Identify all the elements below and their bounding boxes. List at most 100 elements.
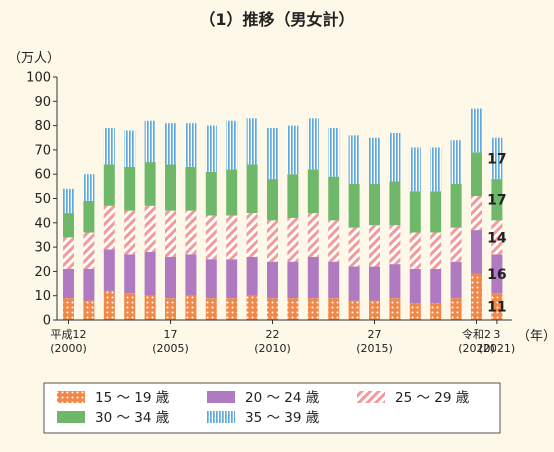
legend-label-s35_39: 35 ～ 39 歳 [245, 410, 320, 426]
bar-segment-s30_34 [430, 191, 442, 233]
bar-segment-s25_29 [287, 217, 299, 262]
bar-segment-s15_19 [287, 298, 299, 320]
bar-segment-s15_19 [226, 298, 238, 320]
bar-segment-s20_24 [165, 256, 176, 299]
bar-segment-s20_24 [267, 261, 278, 299]
data-label-s25_29: 14 [487, 230, 507, 246]
legend-label-s25_29: 25 ～ 29 歳 [395, 390, 470, 406]
bar-segment-s25_29 [267, 220, 278, 262]
bar-segment-s20_24 [389, 264, 401, 299]
bar-segment-s25_29 [430, 232, 442, 269]
data-labels: 11 16 14 17 17 [487, 151, 507, 315]
bar-segment-s15_19 [409, 302, 421, 320]
bar-segment-s20_24 [205, 259, 217, 299]
y-axis: 0 10 20 30 40 50 60 70 80 90 100 [26, 71, 58, 329]
bar-segment-s25_29 [471, 196, 482, 231]
bar-segment-s20_24 [450, 261, 462, 299]
x-tick-label: (2015) [356, 342, 393, 355]
bar-segment-s15_19 [185, 295, 197, 320]
bar-segment-s30_34 [369, 183, 380, 226]
bar-segment-s25_29 [83, 232, 95, 269]
bar-segment-s25_29 [491, 220, 503, 255]
bar-segment-s25_29 [246, 213, 258, 257]
legend-swatch-s15_19 [57, 391, 85, 403]
bar-segment-s35_39 [165, 123, 176, 165]
x-tick-label: (2020) [458, 342, 495, 355]
bar-segment-s15_19 [369, 300, 380, 320]
bar-segment-s15_19 [267, 298, 278, 320]
x-tick-label: (2000) [50, 342, 87, 355]
bar-segment-s15_19 [430, 302, 442, 320]
y-tick-label: 80 [34, 119, 51, 134]
bar-segment-s20_24 [63, 268, 74, 299]
bar-segment-s25_29 [226, 215, 238, 260]
bar-segment-s35_39 [389, 132, 401, 182]
bar-segment-s20_24 [307, 256, 319, 299]
bar-segment-s35_39 [103, 128, 115, 165]
legend-swatch-s25_29 [357, 391, 385, 403]
bar-segment-s20_24 [103, 249, 115, 291]
bar-segment-s15_19 [103, 290, 115, 320]
bar-segment-s15_19 [328, 298, 340, 320]
x-tick-label: 22 [266, 328, 280, 341]
bar-segment-s35_39 [246, 118, 258, 165]
bar-segment-s30_34 [267, 179, 278, 221]
x-tick-label: 平成12 [51, 328, 87, 341]
bar-segment-s15_19 [124, 293, 136, 320]
bar-segment-s20_24 [409, 268, 421, 303]
bar-segment-s30_34 [348, 183, 360, 228]
bar-segment-s35_39 [491, 137, 503, 180]
bar-segment-s25_29 [328, 220, 340, 262]
bar-segment-s30_34 [103, 164, 115, 206]
data-label-s15_19: 11 [487, 300, 506, 316]
bar-segment-s15_19 [63, 298, 74, 320]
bar-segment-s25_29 [144, 205, 156, 252]
bar-segment-s35_39 [144, 120, 156, 163]
x-axis-unit: （年） [517, 329, 554, 344]
y-tick-label: 0 [43, 314, 51, 329]
legend-swatch-s35_39 [207, 411, 235, 423]
bar-segment-s30_34 [83, 200, 95, 233]
bar-segment-s15_19 [165, 298, 176, 320]
bar-segment-s30_34 [205, 171, 217, 216]
bar-segment-s35_39 [471, 108, 482, 153]
bar-segment-s35_39 [430, 147, 442, 192]
data-label-s30_34: 17 [487, 193, 506, 209]
legend-label-s20_24: 20 ～ 24 歳 [245, 390, 320, 406]
bar-segment-s15_19 [144, 295, 156, 320]
bar-segment-s30_34 [185, 166, 197, 211]
bar-segment-s15_19 [83, 300, 95, 320]
bar-segment-s25_29 [63, 237, 74, 269]
bar-segment-s35_39 [450, 140, 462, 184]
y-axis-unit: （万人） [8, 51, 60, 66]
bar-segment-s15_19 [491, 293, 503, 320]
y-tick-label: 20 [34, 265, 51, 280]
bar-segment-s20_24 [83, 268, 95, 301]
legend-label-s30_34: 30 ～ 34 歳 [95, 410, 170, 426]
x-tick-label: (2005) [152, 342, 189, 355]
bar-segment-s30_34 [491, 179, 503, 221]
bar-segment-s20_24 [491, 254, 503, 294]
bar-segment-s30_34 [389, 181, 401, 226]
bar-segment-s35_39 [226, 120, 238, 170]
bar-segment-s30_34 [287, 174, 299, 218]
bar-segment-s25_29 [389, 225, 401, 265]
bar-segment-s35_39 [369, 137, 380, 184]
x-tick-label: (2010) [254, 342, 291, 355]
legend-box [43, 382, 501, 434]
bar-segment-s35_39 [83, 174, 95, 201]
x-tick-label: (2021) [479, 342, 516, 355]
bar-segment-s25_29 [369, 225, 380, 267]
y-tick-label: 100 [26, 71, 51, 86]
bar-segment-s25_29 [348, 227, 360, 267]
bar-segment-s35_39 [63, 188, 74, 214]
bar-segment-s30_34 [307, 169, 319, 214]
bar-segment-s35_39 [267, 128, 278, 180]
data-label-s35_39: 17 [487, 151, 506, 167]
legend-swatch-s30_34 [57, 411, 85, 423]
bar-segment-s35_39 [409, 147, 421, 192]
y-tick-label: 30 [34, 241, 51, 256]
bar-segment-s20_24 [430, 268, 442, 303]
bar-segment-s25_29 [103, 205, 115, 250]
bar-segment-s35_39 [307, 118, 319, 170]
